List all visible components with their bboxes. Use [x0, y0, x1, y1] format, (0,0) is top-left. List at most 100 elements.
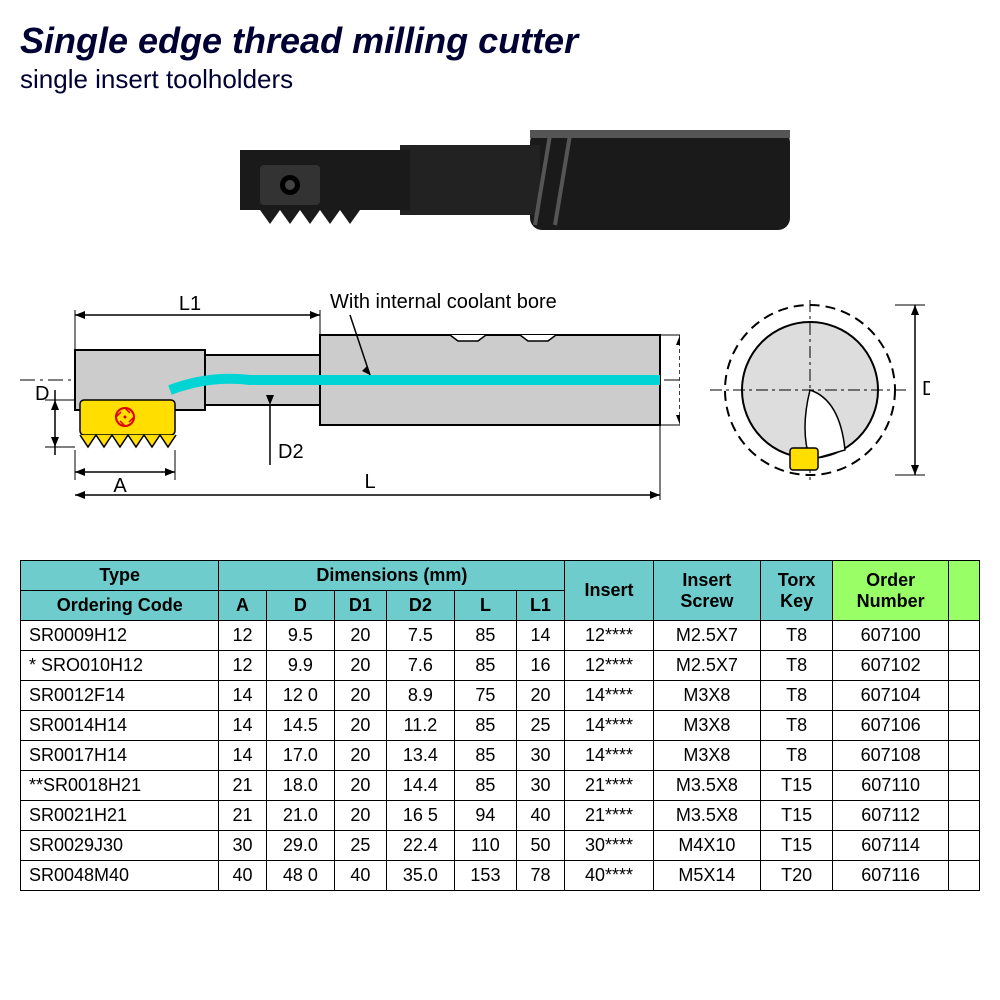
cell-torx: T8	[760, 711, 832, 741]
cell-l: 75	[455, 681, 516, 711]
cell-l1: 30	[516, 771, 565, 801]
cell-d1: 20	[335, 651, 386, 681]
cell-d2: 8.9	[386, 681, 455, 711]
cell-d2: 13.4	[386, 741, 455, 771]
th-order: Order Number	[833, 561, 949, 621]
cell-l1: 78	[516, 861, 565, 891]
cell-code: SR0029J30	[21, 831, 219, 861]
cell-screw: M2.5X7	[653, 651, 760, 681]
cell-l1: 25	[516, 711, 565, 741]
cell-insert: 21****	[565, 771, 654, 801]
cell-extra	[949, 651, 980, 681]
cell-a: 21	[219, 771, 266, 801]
cell-l1: 40	[516, 801, 565, 831]
cell-order: 607116	[833, 861, 949, 891]
specifications-table: Type Dimensions (mm) Insert Insert Screw…	[20, 560, 980, 891]
cell-code: SR0048M40	[21, 861, 219, 891]
table-row: SR0021H212121.02016 5944021****M3.5X8T15…	[21, 801, 980, 831]
cell-d: 48 0	[266, 861, 335, 891]
cell-d2: 22.4	[386, 831, 455, 861]
table-row: SR0012F141412 0208.9752014****M3X8T86071…	[21, 681, 980, 711]
th-ordering: Ordering Code	[21, 591, 219, 621]
cell-l1: 30	[516, 741, 565, 771]
cell-d: 18.0	[266, 771, 335, 801]
th-d: D	[266, 591, 335, 621]
cell-screw: M3X8	[653, 741, 760, 771]
cell-torx: T8	[760, 741, 832, 771]
cell-l: 85	[455, 651, 516, 681]
cell-torx: T15	[760, 831, 832, 861]
cell-insert: 14****	[565, 681, 654, 711]
cell-torx: T8	[760, 651, 832, 681]
cell-a: 12	[219, 621, 266, 651]
cell-d: 12 0	[266, 681, 335, 711]
cell-d2: 16 5	[386, 801, 455, 831]
dim-a-label: A	[113, 475, 127, 497]
cell-torx: T15	[760, 801, 832, 831]
cell-order: 607114	[833, 831, 949, 861]
dim-d-label: D	[35, 383, 49, 405]
cell-d1: 20	[335, 621, 386, 651]
cell-l1: 14	[516, 621, 565, 651]
cell-insert: 12****	[565, 651, 654, 681]
th-l: L	[455, 591, 516, 621]
cell-a: 40	[219, 861, 266, 891]
cell-insert: 14****	[565, 711, 654, 741]
cell-screw: M3.5X8	[653, 801, 760, 831]
th-insert: Insert	[565, 561, 654, 621]
technical-diagram: L1 With internal coolant bore D1 D	[20, 280, 980, 500]
table-row: * SRO010H12129.9207.6851612****M2.5X7T86…	[21, 651, 980, 681]
th-screw: Insert Screw	[653, 561, 760, 621]
dim-l1-label: L1	[179, 293, 201, 315]
cell-code: * SRO010H12	[21, 651, 219, 681]
cell-torx: T8	[760, 621, 832, 651]
cell-code: SR0009H12	[21, 621, 219, 651]
cell-d2: 7.5	[386, 621, 455, 651]
cell-l: 153	[455, 861, 516, 891]
cell-d1: 20	[335, 711, 386, 741]
cell-insert: 12****	[565, 621, 654, 651]
cell-d1: 20	[335, 771, 386, 801]
cell-order: 607108	[833, 741, 949, 771]
cell-extra	[949, 831, 980, 861]
cell-d2: 35.0	[386, 861, 455, 891]
cell-l: 94	[455, 801, 516, 831]
table-row: SR0009H12129.5207.5851412****M2.5X7T8607…	[21, 621, 980, 651]
cell-extra	[949, 711, 980, 741]
cell-screw: M5X14	[653, 861, 760, 891]
cell-d: 21.0	[266, 801, 335, 831]
cell-screw: M3X8	[653, 681, 760, 711]
cell-d1: 20	[335, 681, 386, 711]
th-dims: Dimensions (mm)	[219, 561, 565, 591]
coolant-label: With internal coolant bore	[330, 291, 557, 313]
cell-a: 14	[219, 741, 266, 771]
cell-a: 14	[219, 681, 266, 711]
cell-d2: 11.2	[386, 711, 455, 741]
table-row: **SR0018H212118.02014.4853021****M3.5X8T…	[21, 771, 980, 801]
product-photo	[20, 105, 980, 260]
cell-l: 85	[455, 621, 516, 651]
cell-insert: 14****	[565, 741, 654, 771]
cell-l1: 50	[516, 831, 565, 861]
cell-extra	[949, 801, 980, 831]
th-torx: Torx Key	[760, 561, 832, 621]
cell-screw: M3.5X8	[653, 771, 760, 801]
cell-order: 607100	[833, 621, 949, 651]
cell-code: **SR0018H21	[21, 771, 219, 801]
cell-d1: 25	[335, 831, 386, 861]
cell-torx: T8	[760, 681, 832, 711]
cell-d: 9.9	[266, 651, 335, 681]
cell-l1: 16	[516, 651, 565, 681]
cell-screw: M3X8	[653, 711, 760, 741]
cell-d: 14.5	[266, 711, 335, 741]
th-l1: L1	[516, 591, 565, 621]
cell-code: SR0021H21	[21, 801, 219, 831]
cell-d: 29.0	[266, 831, 335, 861]
cell-extra	[949, 771, 980, 801]
dim-d2-label: D2	[278, 441, 304, 463]
th-type: Type	[21, 561, 219, 591]
cell-torx: T20	[760, 861, 832, 891]
cell-d: 9.5	[266, 621, 335, 651]
cell-code: SR0017H14	[21, 741, 219, 771]
cell-extra	[949, 741, 980, 771]
